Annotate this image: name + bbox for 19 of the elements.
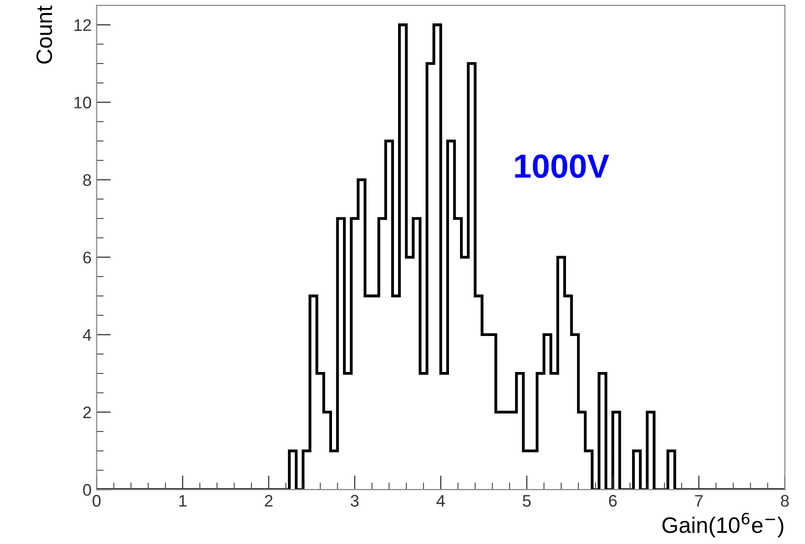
x-tick-label: 0 [92,494,101,507]
x-axis-title: Gain(10$^{6}$e$^{−}$) [662,512,784,538]
annotation: 1000V [515,154,610,178]
y-tick-label: 8 [83,174,92,186]
x-tick-label: 4 [436,495,445,507]
x-tick-label: 1 [179,495,186,507]
x-tick-label: 7 [695,495,703,507]
y-tick-label: 6 [83,252,92,264]
x-tick-label: 8 [780,494,789,507]
y-tick-label: 4 [82,329,92,341]
y-tick-label: 0 [83,484,92,496]
y-tick-label: 12 [74,19,91,31]
y-tick-label: 2 [83,406,91,418]
y-axis-title: Count [36,6,52,64]
x-tick-label: 2 [264,494,272,507]
y-tick-label: 10 [74,96,92,108]
x-tick-label: 3 [350,494,359,507]
x-tick-label: 6 [609,494,617,507]
x-tick-label: 5 [522,495,531,507]
